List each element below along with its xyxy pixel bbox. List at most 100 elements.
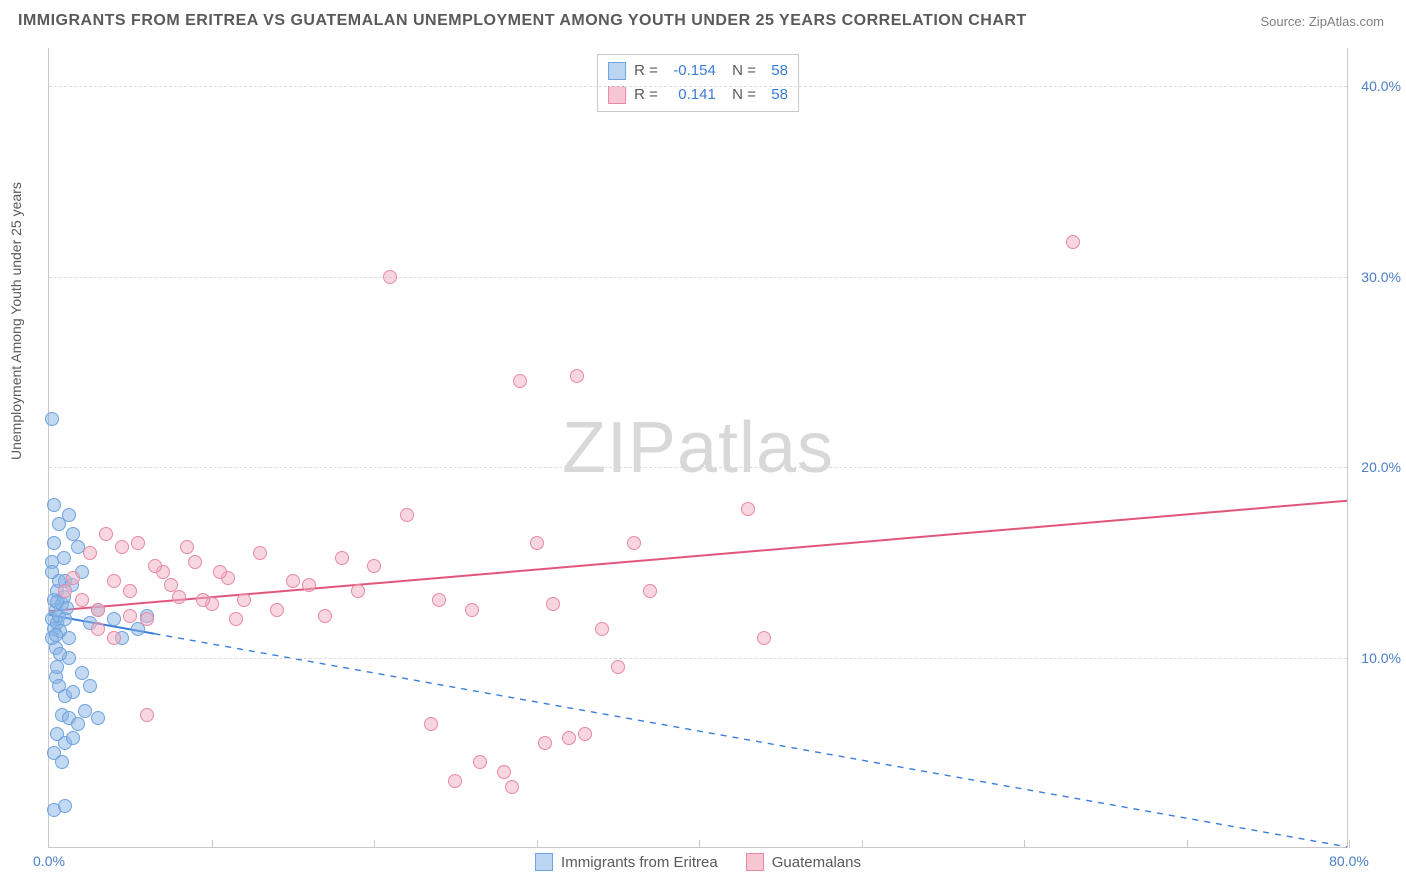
data-point [424, 717, 438, 731]
data-point [562, 731, 576, 745]
data-point [62, 631, 76, 645]
data-point [253, 546, 267, 560]
data-point [83, 679, 97, 693]
data-point [47, 536, 61, 550]
gridline-horizontal [49, 467, 1347, 468]
legend-swatch [608, 62, 626, 80]
data-point [107, 631, 121, 645]
watermark: ZIPatlas [562, 407, 834, 489]
data-point [71, 717, 85, 731]
data-point [83, 546, 97, 560]
data-point [213, 565, 227, 579]
data-point [52, 517, 66, 531]
data-point [66, 527, 80, 541]
legend-n-value: 58 [764, 59, 788, 83]
data-point [229, 612, 243, 626]
data-point [643, 584, 657, 598]
data-point [91, 622, 105, 636]
data-point [58, 584, 72, 598]
data-point [172, 590, 186, 604]
data-point [318, 609, 332, 623]
legend-swatch [608, 86, 626, 104]
data-point [302, 578, 316, 592]
gridline-vertical [537, 840, 538, 848]
data-point [383, 270, 397, 284]
data-point [448, 774, 462, 788]
y-tick-label: 30.0% [1361, 269, 1401, 285]
legend-swatch [535, 853, 553, 871]
data-point [578, 727, 592, 741]
data-point [530, 536, 544, 550]
data-point [546, 597, 560, 611]
data-point [75, 666, 89, 680]
source-attribution: Source: ZipAtlas.com [1260, 14, 1384, 29]
x-tick-label: 80.0% [1329, 853, 1369, 869]
gridline-horizontal [49, 86, 1347, 87]
plot-area: ZIPatlas R =-0.154 N =58R =0.141 N =58 I… [48, 48, 1348, 848]
data-point [107, 574, 121, 588]
data-point [351, 584, 365, 598]
data-point [78, 704, 92, 718]
data-point [50, 660, 64, 674]
data-point [473, 755, 487, 769]
data-point [55, 755, 69, 769]
legend-swatch [746, 853, 764, 871]
gridline-vertical [699, 840, 700, 848]
series-legend: Immigrants from Eritrea Guatemalans [535, 853, 861, 871]
data-point [57, 551, 71, 565]
data-point [1066, 235, 1080, 249]
gridline-vertical [212, 840, 213, 848]
data-point [538, 736, 552, 750]
legend-r-value: -0.154 [666, 59, 716, 83]
data-point [115, 540, 129, 554]
data-point [58, 799, 72, 813]
data-point [123, 609, 137, 623]
gridline-vertical [1349, 840, 1350, 848]
data-point [53, 647, 67, 661]
gridline-horizontal [49, 658, 1347, 659]
trend-lines-layer [49, 48, 1347, 847]
legend-item: Immigrants from Eritrea [535, 853, 718, 871]
data-point [570, 369, 584, 383]
data-point [91, 603, 105, 617]
data-point [91, 711, 105, 725]
data-point [237, 593, 251, 607]
data-point [432, 593, 446, 607]
data-point [107, 612, 121, 626]
data-point [757, 631, 771, 645]
data-point [66, 571, 80, 585]
gridline-vertical [1187, 840, 1188, 848]
data-point [66, 731, 80, 745]
data-point [595, 622, 609, 636]
y-tick-label: 20.0% [1361, 459, 1401, 475]
trend-line-extrapolated [154, 634, 1347, 847]
legend-item: Guatemalans [746, 853, 861, 871]
data-point [196, 593, 210, 607]
data-point [513, 374, 527, 388]
data-point [66, 685, 80, 699]
data-point [99, 527, 113, 541]
data-point [140, 708, 154, 722]
gridline-vertical [374, 840, 375, 848]
data-point [741, 502, 755, 516]
data-point [45, 412, 59, 426]
data-point [49, 628, 63, 642]
y-tick-label: 10.0% [1361, 650, 1401, 666]
data-point [627, 536, 641, 550]
data-point [45, 565, 59, 579]
data-point [497, 765, 511, 779]
data-point [164, 578, 178, 592]
data-point [123, 584, 137, 598]
data-point [400, 508, 414, 522]
data-point [611, 660, 625, 674]
legend-n-label: N = [724, 59, 756, 83]
legend-r-label: R = [634, 59, 658, 83]
data-point [188, 555, 202, 569]
data-point [148, 559, 162, 573]
data-point [505, 780, 519, 794]
data-point [335, 551, 349, 565]
correlation-legend: R =-0.154 N =58R =0.141 N =58 [597, 54, 799, 112]
legend-row: R = -0.154 N = 58 [608, 59, 788, 83]
gridline-vertical [1024, 840, 1025, 848]
legend-label: Immigrants from Eritrea [561, 854, 718, 871]
